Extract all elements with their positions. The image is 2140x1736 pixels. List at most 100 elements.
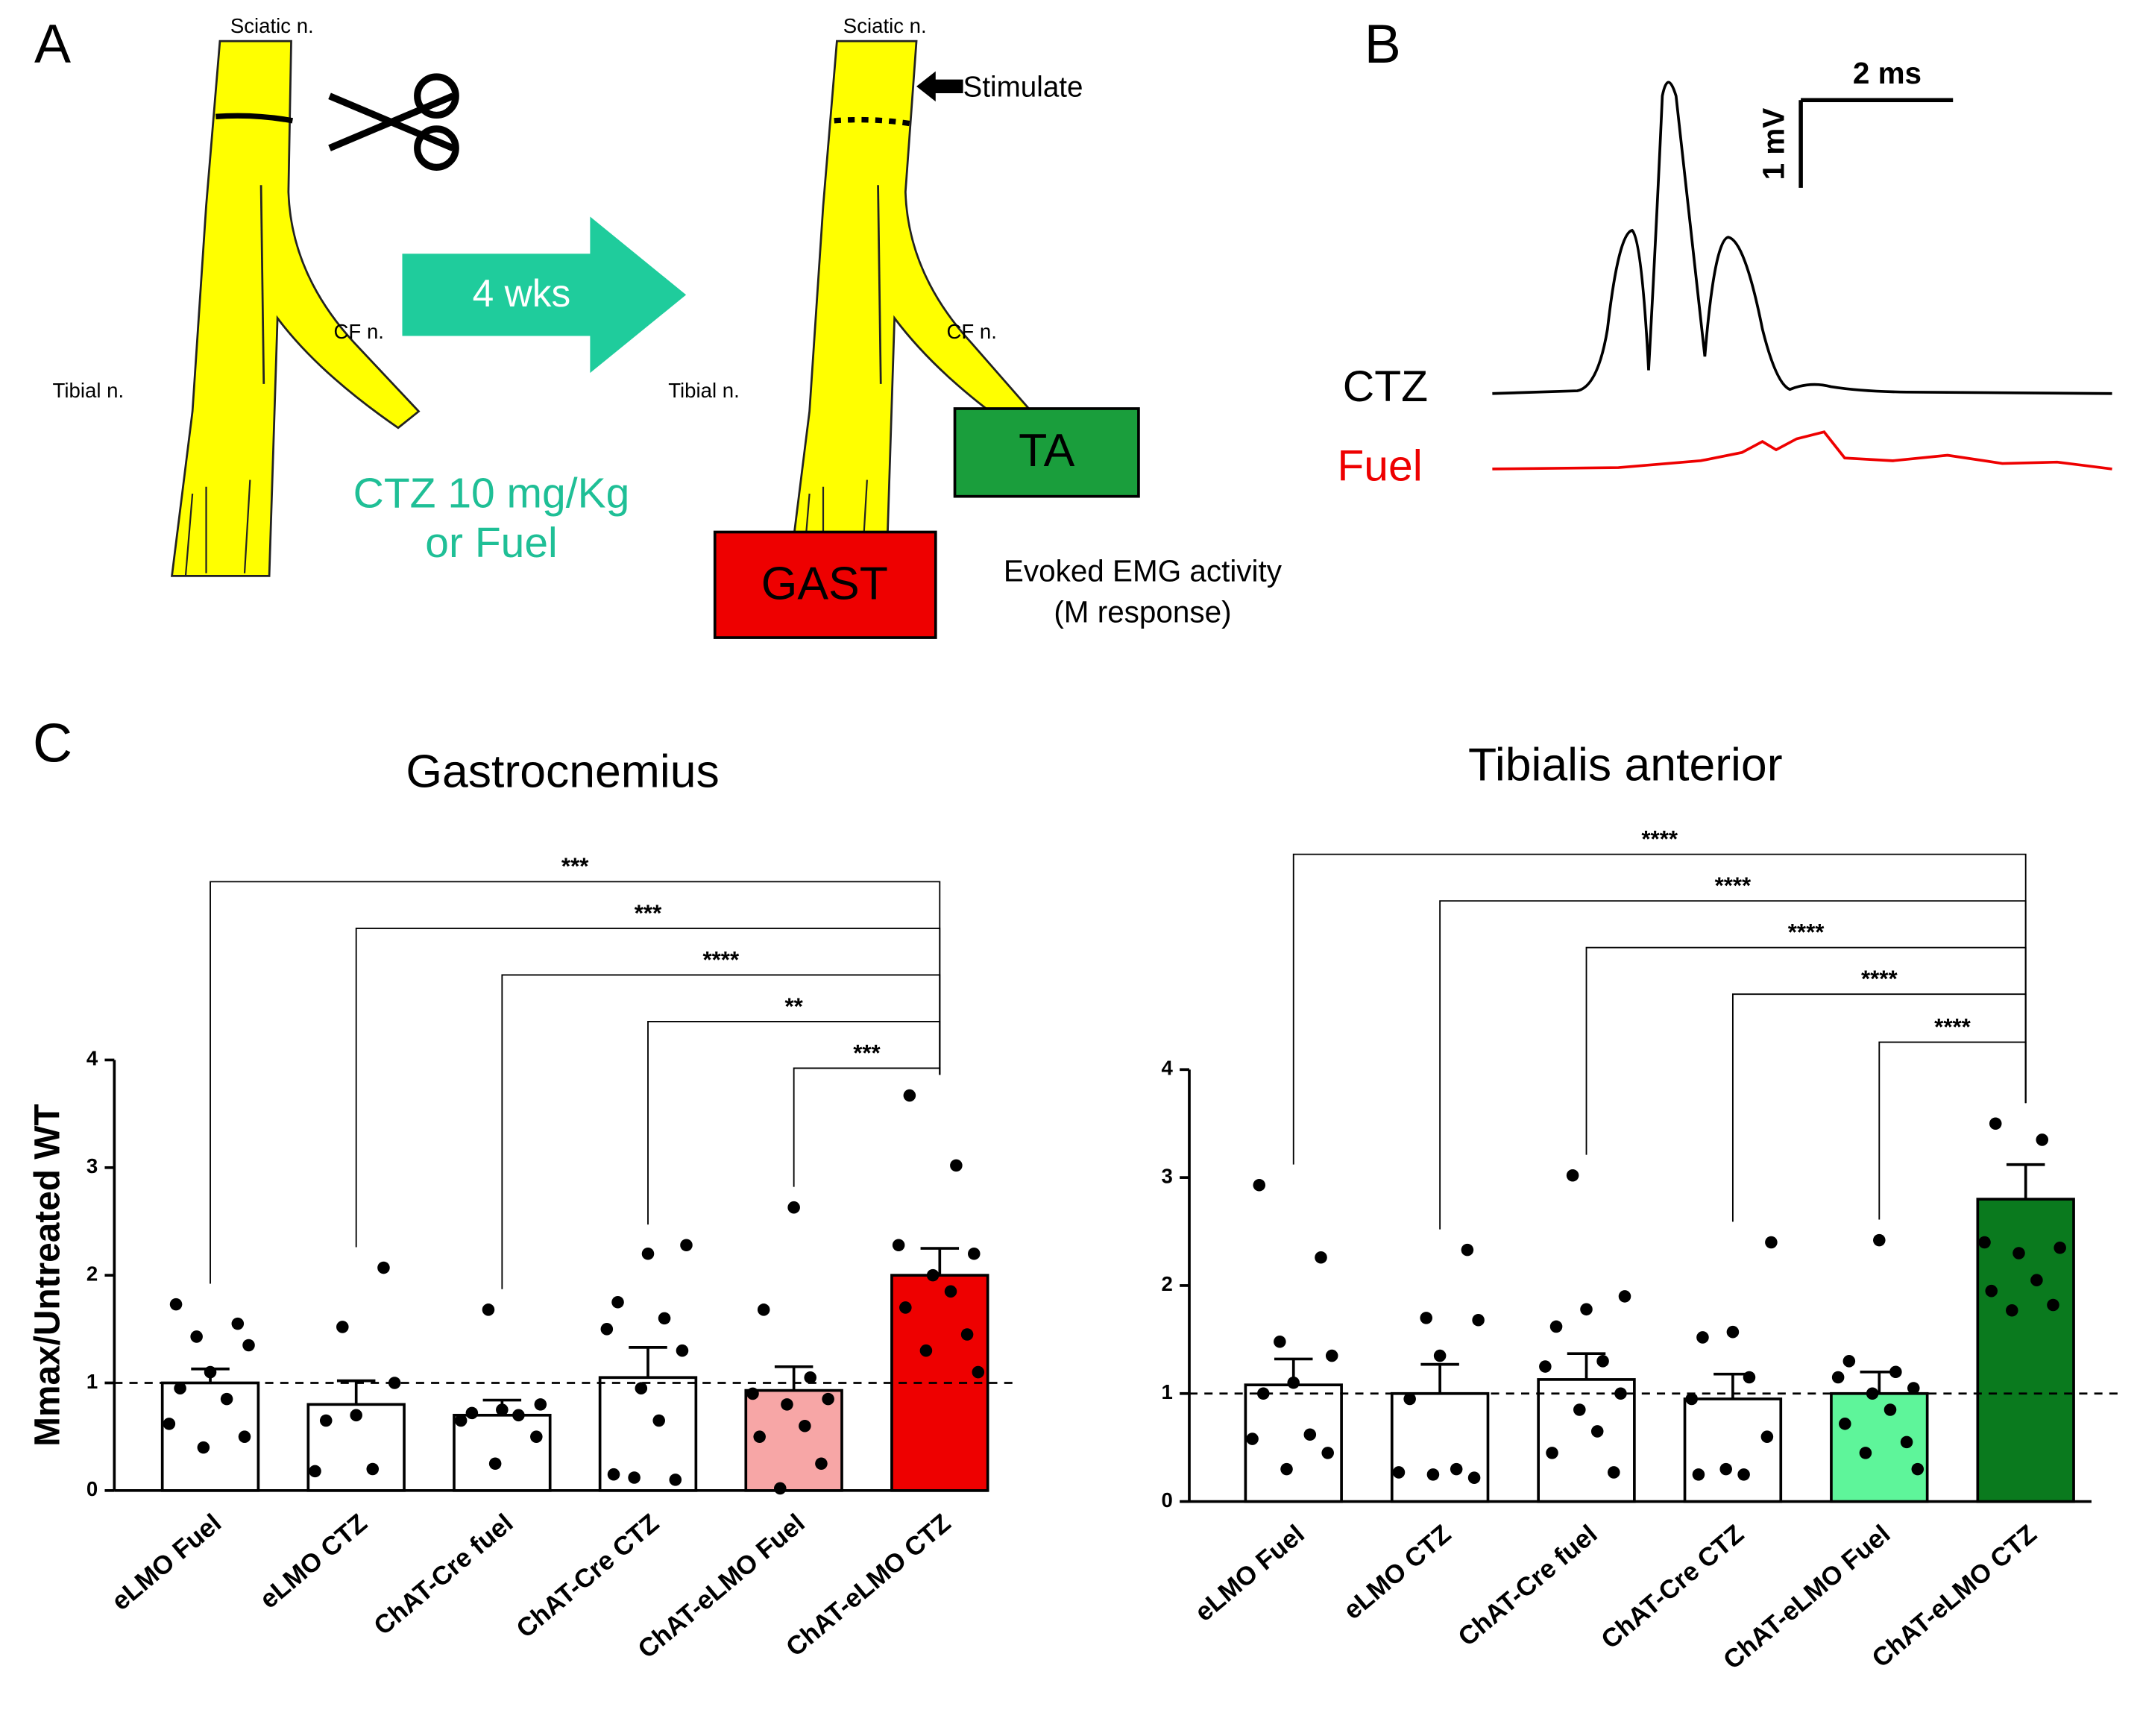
data-point	[919, 1344, 933, 1357]
data-point	[512, 1409, 525, 1422]
data-point	[1325, 1349, 1338, 1362]
chart-title: Tibialis anterior	[1468, 738, 1783, 790]
data-point	[652, 1414, 665, 1427]
error-bar	[2006, 1163, 2045, 1200]
label: Sciatic n.	[843, 14, 927, 37]
data-point	[787, 1201, 800, 1214]
y-tick-label: 0	[86, 1477, 98, 1500]
data-point	[465, 1406, 479, 1420]
error-bar	[920, 1247, 960, 1276]
trace	[1492, 430, 2112, 471]
data-point	[1546, 1447, 1558, 1459]
bar	[1390, 1391, 1490, 1503]
significance-bracket	[793, 1067, 941, 1187]
y-tick-label: 3	[1162, 1164, 1173, 1187]
data-point	[641, 1247, 655, 1260]
data-point	[899, 1301, 912, 1314]
y-tick-label: 4	[1162, 1057, 1174, 1080]
box-label: TA	[1019, 424, 1075, 477]
data-point	[1433, 1349, 1447, 1362]
data-point	[1549, 1320, 1563, 1333]
data-point	[1246, 1432, 1259, 1445]
gast-box	[713, 530, 937, 639]
scale-label: 1 mV	[1757, 108, 1791, 180]
significance-label: ****	[1641, 825, 1678, 852]
data-point	[944, 1285, 957, 1298]
data-point	[1839, 1418, 1851, 1430]
data-point	[1737, 1468, 1750, 1481]
error-bar	[1420, 1362, 1459, 1394]
y-tick-label: 2	[1162, 1272, 1173, 1295]
scale-bar	[1798, 98, 1954, 188]
significance-label: **	[784, 993, 803, 1019]
data-point	[1274, 1335, 1286, 1348]
data-point	[2012, 1247, 2025, 1259]
data-point	[676, 1344, 689, 1357]
data-point	[1461, 1243, 1474, 1257]
data-point	[611, 1295, 624, 1309]
data-point	[1253, 1178, 1266, 1192]
data-point	[1889, 1365, 1902, 1379]
data-point	[1566, 1169, 1579, 1182]
label: CTZ 10 mg/Kg	[353, 470, 630, 518]
significance-label: ***	[635, 900, 662, 926]
data-point	[1287, 1376, 1300, 1389]
data-point	[799, 1419, 811, 1432]
nerve-left	[170, 40, 421, 577]
significance-label: ***	[853, 1040, 881, 1066]
y-tick-label: 4	[86, 1047, 98, 1070]
data-point	[635, 1382, 648, 1394]
label: CF n.	[334, 320, 384, 343]
data-point	[1696, 1331, 1709, 1344]
data-point	[1280, 1462, 1293, 1476]
data-point	[1685, 1392, 1699, 1406]
data-point	[669, 1474, 682, 1486]
data-point	[960, 1328, 974, 1341]
data-point	[2030, 1274, 2043, 1286]
data-point	[336, 1321, 349, 1333]
data-point	[1719, 1462, 1732, 1476]
data-point	[319, 1414, 333, 1427]
data-point	[2047, 1298, 2059, 1312]
data-point	[1831, 1371, 1845, 1384]
data-point	[377, 1261, 390, 1274]
label: or Fuel	[425, 519, 557, 567]
data-point	[174, 1382, 186, 1394]
data-point	[815, 1457, 828, 1471]
data-point	[1539, 1360, 1552, 1373]
data-point	[496, 1403, 509, 1416]
data-point	[388, 1377, 401, 1389]
data-point	[1315, 1251, 1327, 1264]
data-point	[1321, 1447, 1334, 1459]
data-point	[1590, 1425, 1604, 1438]
data-point	[242, 1339, 255, 1352]
label: Stimulate	[963, 72, 1083, 104]
significance-label: ****	[1715, 872, 1752, 899]
panel-letter: C	[33, 712, 72, 774]
data-point	[926, 1268, 940, 1282]
data-point	[2036, 1133, 2049, 1146]
data-point	[903, 1089, 916, 1102]
chart-title: Gastrocnemius	[406, 745, 719, 797]
data-point	[658, 1312, 671, 1325]
bar	[453, 1413, 552, 1492]
data-point	[607, 1468, 620, 1481]
data-point	[1426, 1468, 1440, 1481]
data-point	[1859, 1447, 1872, 1459]
error-bar	[1567, 1352, 1606, 1380]
box-label: GAST	[761, 558, 888, 610]
bar	[1683, 1397, 1783, 1503]
data-point	[892, 1239, 905, 1251]
data-point	[1989, 1117, 2002, 1130]
data-point	[1842, 1355, 1856, 1368]
data-point	[822, 1392, 834, 1406]
data-point	[2054, 1241, 2066, 1254]
data-point	[1765, 1236, 1778, 1249]
data-point	[454, 1414, 468, 1427]
label: CF n.	[947, 320, 997, 343]
data-point	[350, 1409, 362, 1422]
bar	[1537, 1378, 1636, 1503]
y-tick-label: 1	[1162, 1380, 1173, 1403]
data-point	[972, 1365, 985, 1379]
